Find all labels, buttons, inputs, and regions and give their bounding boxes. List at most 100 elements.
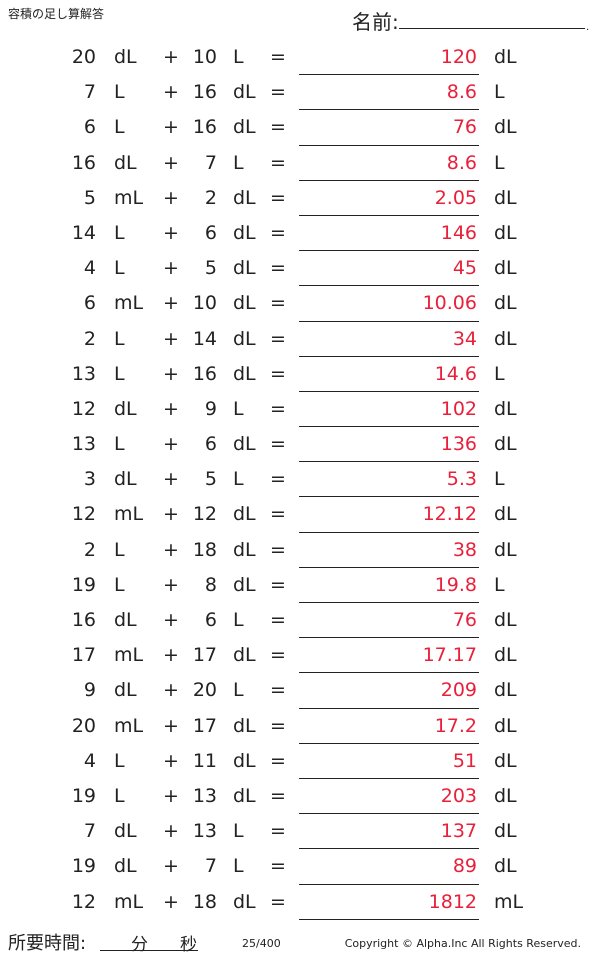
unit-a: L <box>114 538 125 561</box>
unit-a: mL <box>114 890 144 913</box>
answer-value: 17.17 <box>422 644 477 667</box>
answer-value: 209 <box>440 679 477 702</box>
answer-unit: dL <box>494 538 517 561</box>
plus-sign: + <box>163 609 179 631</box>
operand-a: 4 <box>83 749 96 772</box>
operand-a: 4 <box>83 257 96 280</box>
name-field: 名前: . <box>352 4 592 34</box>
answer-value: 203 <box>440 784 477 807</box>
operand-b: 6 <box>204 221 217 244</box>
problem-row: 5 mL +2 dL = 2.05 dL <box>0 181 600 216</box>
plus-sign: + <box>163 784 179 807</box>
problem-row: 17 mL +17 dL = 17.17 dL <box>0 638 600 674</box>
answer-unit: dL <box>494 679 517 702</box>
answer-line <box>299 742 479 744</box>
unit-b: dL <box>233 433 256 456</box>
equals-sign: = <box>270 116 286 139</box>
plus-sign: + <box>163 327 179 350</box>
plus-sign: + <box>163 855 179 878</box>
name-dot: . <box>586 22 590 33</box>
name-label: 名前: <box>352 10 399 34</box>
equals-sign: = <box>270 679 286 702</box>
answer-line <box>299 707 479 709</box>
operand-a: 13 <box>71 433 96 456</box>
operand-a: 7 <box>83 81 96 104</box>
equals-sign: = <box>270 362 286 385</box>
answer-value: 38 <box>452 538 477 561</box>
answer-line <box>299 602 479 603</box>
answer-value: 10.06 <box>422 292 477 315</box>
operand-b: 7 <box>204 855 217 878</box>
answer-unit: dL <box>494 714 517 737</box>
unit-b: L <box>233 397 244 420</box>
answer-line <box>299 355 479 357</box>
operand-b: 12 <box>192 503 217 526</box>
problem-row: 20 mL +17 dL = 17.2 dL <box>0 709 600 744</box>
answer-line <box>299 426 479 428</box>
unit-b: dL <box>233 573 256 596</box>
equals-sign: = <box>270 257 286 280</box>
operand-b: 20 <box>192 679 217 702</box>
plus-sign: + <box>163 503 179 526</box>
operand-b: 17 <box>192 714 217 737</box>
unit-a: L <box>114 573 125 596</box>
answer-unit: dL <box>494 397 517 420</box>
operand-b: 14 <box>192 327 217 350</box>
problem-row: 9 dL +20 L = 209 dL <box>0 673 600 709</box>
operand-a: 19 <box>71 855 96 878</box>
operand-b: 16 <box>192 116 217 139</box>
seconds-label: 秒 <box>180 935 197 955</box>
operand-b: 13 <box>192 820 217 843</box>
unit-a: dL <box>114 468 137 491</box>
plus-sign: + <box>163 468 179 491</box>
plus-sign: + <box>163 81 179 104</box>
name-line <box>399 28 585 29</box>
plus-sign: + <box>163 397 179 420</box>
answer-unit: dL <box>494 221 517 244</box>
unit-b: dL <box>233 714 256 737</box>
answer-unit: dL <box>494 749 517 772</box>
unit-b: L <box>233 151 244 174</box>
equals-sign: = <box>270 749 286 772</box>
equals-sign: = <box>270 714 286 737</box>
answer-value: 1812 <box>428 890 477 913</box>
answer-value: 146 <box>440 221 477 244</box>
plus-sign: + <box>163 221 179 244</box>
answer-unit: dL <box>494 609 517 631</box>
unit-a: L <box>114 221 125 244</box>
plus-sign: + <box>163 679 179 702</box>
problem-row: 2 L +18 dL = 38 dL <box>0 533 600 568</box>
answer-unit: dL <box>494 327 517 350</box>
plus-sign: + <box>163 116 179 139</box>
equals-sign: = <box>270 573 286 596</box>
operand-a: 14 <box>71 221 96 244</box>
problem-row: 6 mL +10 dL = 10.06 dL <box>0 286 600 322</box>
answer-value: 137 <box>440 820 477 843</box>
operand-a: 16 <box>71 609 96 631</box>
answer-value: 14.6 <box>434 362 477 385</box>
answer-line <box>299 74 479 76</box>
answer-line <box>299 637 479 639</box>
operand-a: 20 <box>71 46 96 68</box>
operand-b: 7 <box>204 151 217 174</box>
answer-value: 8.6 <box>446 151 477 174</box>
minutes-label: 分 <box>131 935 148 955</box>
unit-a: mL <box>114 292 144 315</box>
answer-line <box>299 390 479 392</box>
operand-a: 19 <box>71 784 96 807</box>
answer-value: 51 <box>452 749 477 772</box>
problem-row: 19 dL +7 L = 89 dL <box>0 849 600 885</box>
operand-a: 3 <box>83 468 96 491</box>
unit-a: dL <box>114 46 137 68</box>
equals-sign: = <box>270 46 286 68</box>
operand-a: 2 <box>83 327 96 350</box>
unit-b: dL <box>233 362 256 385</box>
answer-value: 5.3 <box>446 468 477 491</box>
answer-value: 17.2 <box>434 714 477 737</box>
answer-unit: mL <box>494 890 524 913</box>
time-label: 所要時間: <box>8 933 87 954</box>
unit-a: dL <box>114 679 137 702</box>
answer-value: 102 <box>440 397 477 420</box>
answer-unit: dL <box>494 46 517 68</box>
answer-line <box>299 813 479 815</box>
